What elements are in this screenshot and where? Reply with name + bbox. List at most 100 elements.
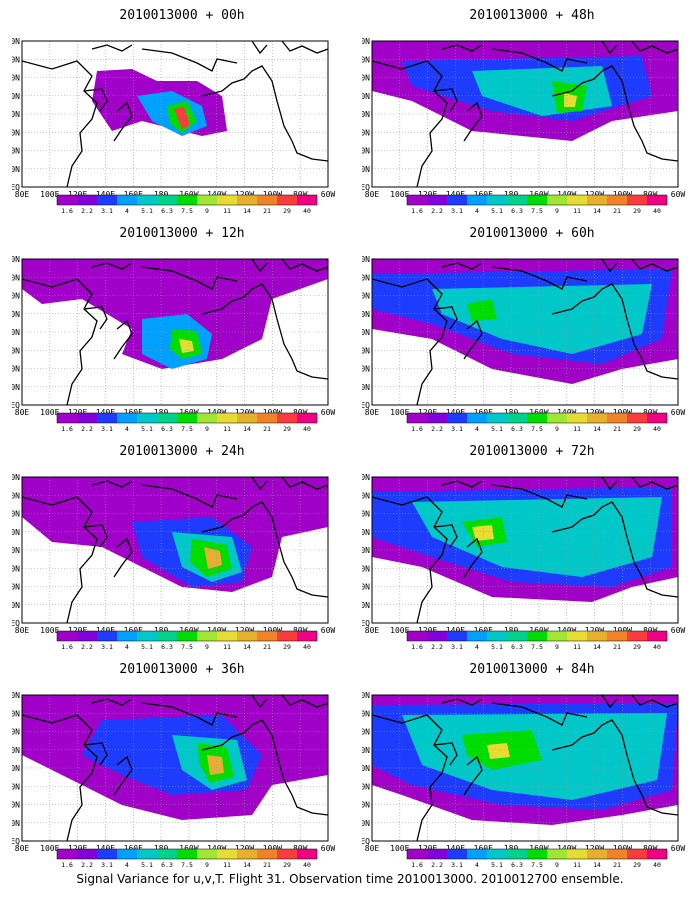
coastline [631,41,678,54]
colorbar-swatch [447,195,467,205]
colorbar-label: 4 [475,207,479,215]
coastline [22,278,98,405]
colorbar-swatch [237,413,257,423]
colorbar-swatch [647,195,667,205]
lon-label: 120E [68,190,87,199]
colorbar: 1.6 2.2 3.1 4 5.1 6.3 7.5 9 11 14 21 29 40 [406,630,668,651]
panel-title: 2010013000 + 24h [119,444,245,459]
colorbar-label: 40 [303,643,311,651]
coastline [433,742,458,766]
lon-label: 100W [263,190,282,199]
colorbar-swatch [467,631,487,641]
lon-label: 120E [418,190,437,199]
colorbar: 1.6 2.2 3.1 4 5.1 6.3 7.5 9 11 14 21 29 40 [56,630,318,651]
colorbar-label: 2.2 [431,643,443,651]
lat-label: 50N [362,746,370,755]
colorbar-swatch [97,413,117,423]
lon-label: 160W [529,408,548,417]
colorbar-label: 7.5 [531,425,543,433]
coastline [551,719,678,816]
colorbar-swatch [237,631,257,641]
lat-label: 60N [12,74,20,83]
lat-label: 60N [12,728,20,737]
colorbar-label: 4 [125,207,129,215]
colorbar-label: 3.1 [101,861,113,869]
lon-label: 140E [96,408,115,417]
coastline [491,48,588,72]
lat-label: 50N [12,92,20,101]
colorbar-label: 2.2 [81,643,93,651]
colorbar-label: 1.6 [411,425,423,433]
lat-label: 10N [362,819,370,828]
colorbar-label: 40 [653,425,661,433]
colorbar-label: 21 [263,861,271,869]
colorbar-label: 9 [555,207,559,215]
colorbar-swatch [77,195,97,205]
coastline [601,259,618,273]
colorbar-swatch [77,849,97,859]
lon-label: 80E [15,408,30,417]
lat-label: 60N [362,728,370,737]
colorbar-label: 1.6 [411,207,423,215]
colorbar-label: 1.6 [61,207,73,215]
colorbar-label: 3.1 [451,643,463,651]
colorbar-swatch [277,413,297,423]
colorbar-swatch [237,849,257,859]
variance-contour [487,743,510,759]
colorbar-label: 7.5 [181,207,193,215]
lat-label: 10N [362,601,370,610]
lon-label: 120E [68,408,87,417]
lat-label: 50N [12,746,20,755]
colorbar: 1.6 2.2 3.1 4 5.1 6.3 7.5 9 11 14 21 29 40 [56,194,318,215]
lon-label: 160W [179,190,198,199]
lon-label: 140W [557,408,576,417]
colorbar-label: 29 [633,643,641,651]
colorbar-label: 11 [573,643,581,651]
coastline [463,755,483,796]
map-panel: 2010013000 + 36h 80N 70N 60N 50N 40N 30N 20N 10N… [12,662,352,874]
lon-label: 120W [235,190,254,199]
lon-label: 160W [179,844,198,853]
colorbar-label: 6.3 [511,207,523,215]
colorbar: 1.6 2.2 3.1 4 5.1 6.3 7.5 9 11 14 21 29 40 [406,412,668,433]
lon-label: 80E [365,844,380,853]
coastline [631,695,678,708]
lon-label: 80W [643,844,658,853]
map-panel: 2010013000 + 12h 80N 70N 60N 50N 40N 30N 20N 10N… [12,226,352,438]
lat-label: 50N [362,310,370,319]
lat-label: 80N [362,691,370,700]
colorbar-swatch [407,413,427,423]
colorbar-label: 14 [243,207,251,215]
colorbar-label: 6.3 [511,643,523,651]
colorbar: 1.6 2.2 3.1 4 5.1 6.3 7.5 9 11 14 21 29 40 [406,848,668,869]
coastline [141,702,238,726]
lat-label: 60N [362,74,370,83]
colorbar-swatch [97,195,117,205]
colorbar-label: 9 [205,425,209,433]
lat-label: 70N [12,55,20,64]
lon-label: 80W [293,408,308,417]
lon-label: 140E [96,844,115,853]
lon-label: 100E [40,844,59,853]
colorbar-swatch [177,849,197,859]
lon-label: 100W [613,626,632,635]
colorbar-label: 4 [125,643,129,651]
colorbar-swatch [277,849,297,859]
coastline [201,65,328,162]
colorbar-swatch [177,195,197,205]
colorbar-swatch [607,413,627,423]
lat-label: 10N [362,383,370,392]
colorbar-label: 2.2 [81,207,93,215]
colorbar-label: 4 [475,425,479,433]
colorbar-swatch [117,631,137,641]
lon-label: 160E [474,626,493,635]
colorbar-swatch [297,413,317,423]
colorbar-swatch [507,195,527,205]
colorbar-swatch [487,195,507,205]
panel-title: 2010013000 + 00h [119,8,245,23]
colorbar-label: 1.6 [61,425,73,433]
colorbar-swatch [567,195,587,205]
lat-label: 60N [362,292,370,301]
lat-label: EQ [362,183,370,192]
colorbar-swatch [587,195,607,205]
